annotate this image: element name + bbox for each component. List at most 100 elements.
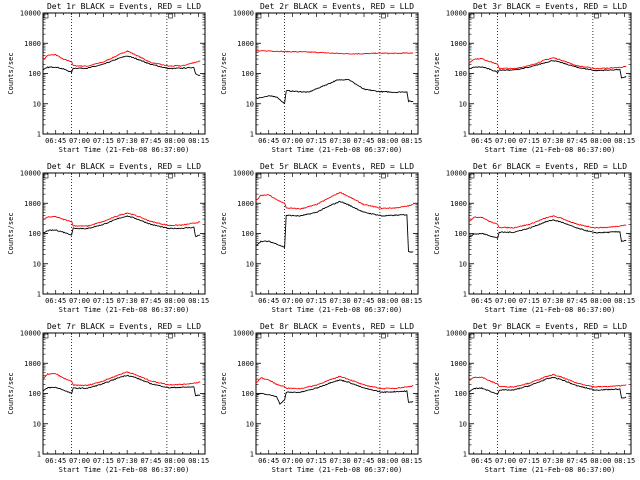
x-tick-label: 07:30	[543, 457, 564, 465]
lld-series-line	[468, 57, 627, 70]
x-tick-label: 07:30	[543, 137, 564, 145]
y-tick-label: 10	[246, 260, 254, 268]
y-axis-label: Counts/sec	[220, 52, 228, 94]
x-tick-label: 07:00	[495, 137, 516, 145]
chart-title: Det 7r BLACK = Events, RED = LLD	[47, 322, 201, 331]
x-tick-label: 07:30	[117, 297, 138, 305]
x-axis-label: Start Time (21-Feb-08 06:37:00)	[485, 146, 616, 154]
marker-box-glyph	[381, 333, 386, 339]
x-tick-label: 08:15	[401, 137, 422, 145]
x-tick-label: 08:15	[188, 297, 209, 305]
y-tick-label: 10	[246, 100, 254, 108]
x-tick-label: 08:15	[614, 297, 635, 305]
x-tick-label: 07:45	[140, 457, 161, 465]
plot-frame	[255, 332, 419, 455]
lld-series-line	[42, 371, 201, 387]
x-tick-label: 07:30	[543, 297, 564, 305]
x-axis-label: Start Time (21-Feb-08 06:37:00)	[272, 466, 403, 474]
y-tick-label: 1	[250, 451, 254, 459]
x-tick-label: 08:00	[590, 457, 611, 465]
x-tick-label: 08:00	[590, 297, 611, 305]
x-tick-label: 07:15	[93, 297, 114, 305]
x-tick-label: 07:45	[566, 457, 587, 465]
y-tick-label: 10	[459, 420, 467, 428]
y-tick-label: 1000	[24, 200, 41, 208]
y-tick-label: 10	[33, 100, 41, 108]
detector-panel-9: Det 9r BLACK = Events, RED = LLD 1 10 100 10…	[426, 320, 639, 480]
chart-svg-9: Det 9r BLACK = Events, RED = LLD 1 10 100 10…	[433, 322, 635, 474]
x-axis-label: Start Time (21-Feb-08 06:37:00)	[59, 466, 190, 474]
chart-svg-7: Det 7r BLACK = Events, RED = LLD 1 10 100 10…	[7, 322, 209, 474]
x-tick-label: 07:15	[306, 457, 327, 465]
marker-box-glyph	[168, 173, 173, 179]
y-tick-label: 100	[241, 390, 254, 398]
y-tick-label: 10	[246, 420, 254, 428]
corner-box-glyph	[256, 173, 262, 179]
x-tick-label: 07:15	[519, 137, 540, 145]
detector-panel-8: Det 8r BLACK = Events, RED = LLD 1 10 100 10…	[213, 320, 426, 480]
corner-box-glyph	[256, 13, 262, 19]
lld-series-line	[255, 375, 414, 390]
marker-box-glyph	[594, 13, 599, 19]
x-tick-label: 08:00	[377, 457, 398, 465]
x-tick-label: 08:15	[614, 137, 635, 145]
x-tick-label: 07:00	[282, 137, 303, 145]
y-tick-label: 10000	[20, 10, 41, 18]
chart-svg-8: Det 8r BLACK = Events, RED = LLD 1 10 100 10…	[220, 322, 422, 474]
y-tick-label: 10000	[233, 170, 254, 178]
x-tick-label: 07:45	[140, 137, 161, 145]
marker-box-glyph	[168, 13, 173, 19]
y-axis-label: Counts/sec	[220, 372, 228, 414]
plot-frame	[255, 172, 419, 295]
chart-svg-5: Det 5r BLACK = Events, RED = LLD 1 10 100 10…	[220, 162, 422, 314]
x-tick-label: 08:00	[164, 137, 185, 145]
x-tick-label: 08:15	[401, 457, 422, 465]
chart-svg-3: Det 3r BLACK = Events, RED = LLD 1 10 100 10…	[433, 2, 635, 154]
y-tick-label: 100	[454, 230, 467, 238]
y-tick-label: 1000	[237, 40, 254, 48]
chart-title: Det 6r BLACK = Events, RED = LLD	[473, 162, 627, 171]
x-axis-label: Start Time (21-Feb-08 06:37:00)	[272, 146, 403, 154]
x-axis-label: Start Time (21-Feb-08 06:37:00)	[272, 306, 403, 314]
x-tick-label: 07:30	[330, 457, 351, 465]
y-axis-label: Counts/sec	[7, 372, 15, 414]
x-tick-label: 07:45	[353, 297, 374, 305]
corner-box-glyph	[43, 13, 49, 19]
chart-title: Det 5r BLACK = Events, RED = LLD	[260, 162, 414, 171]
x-tick-label: 07:00	[69, 137, 90, 145]
x-tick-label: 07:30	[330, 297, 351, 305]
plot-frame	[42, 12, 206, 135]
y-tick-label: 10	[33, 260, 41, 268]
y-tick-label: 1000	[24, 360, 41, 368]
y-tick-label: 1	[37, 131, 41, 139]
chart-title: Det 2r BLACK = Events, RED = LLD	[260, 2, 414, 11]
chart-svg-2: Det 2r BLACK = Events, RED = LLD 1 10 100 10…	[220, 2, 422, 154]
plot-frame	[255, 12, 419, 135]
chart-title: Det 3r BLACK = Events, RED = LLD	[473, 2, 627, 11]
y-tick-label: 10000	[446, 10, 467, 18]
y-tick-label: 10000	[20, 330, 41, 338]
y-axis-label: Counts/sec	[220, 212, 228, 254]
y-tick-label: 1	[463, 131, 467, 139]
y-tick-label: 10000	[233, 330, 254, 338]
marker-box-glyph	[594, 173, 599, 179]
x-tick-label: 07:15	[519, 297, 540, 305]
detector-panel-6: Det 6r BLACK = Events, RED = LLD 1 10 100 10…	[426, 160, 639, 320]
x-tick-label: 06:45	[45, 137, 66, 145]
y-axis-label: Counts/sec	[433, 372, 441, 414]
plot-frame	[468, 172, 632, 295]
y-tick-label: 1	[37, 451, 41, 459]
y-tick-label: 100	[241, 70, 254, 78]
detector-panel-3: Det 3r BLACK = Events, RED = LLD 1 10 100 10…	[426, 0, 639, 160]
y-tick-label: 10	[459, 260, 467, 268]
x-tick-label: 08:15	[614, 457, 635, 465]
x-tick-label: 07:30	[117, 137, 138, 145]
y-tick-label: 1000	[450, 200, 467, 208]
x-tick-label: 07:30	[117, 457, 138, 465]
corner-box-glyph	[43, 173, 49, 179]
y-tick-label: 10	[459, 100, 467, 108]
y-axis-label: Counts/sec	[7, 52, 15, 94]
y-tick-label: 10	[33, 420, 41, 428]
x-tick-label: 07:15	[93, 457, 114, 465]
